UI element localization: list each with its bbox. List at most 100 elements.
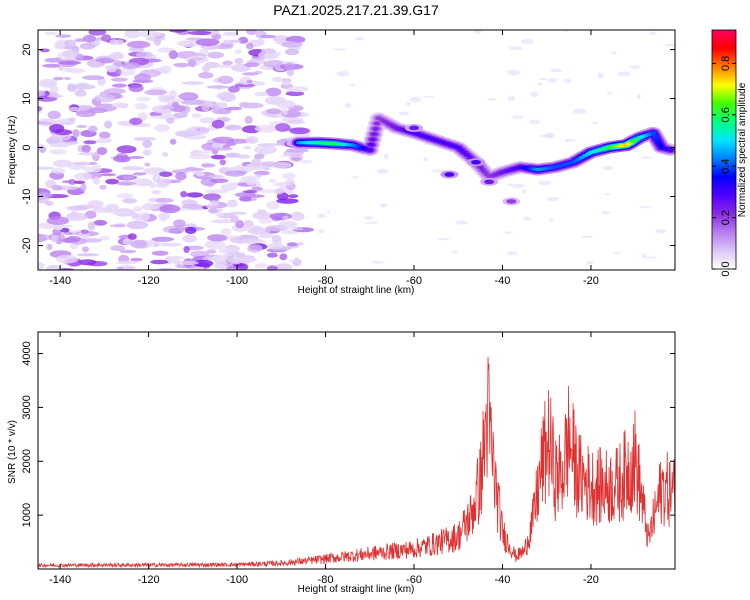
- noise-blob: [100, 173, 116, 177]
- noise-blob: [189, 57, 205, 61]
- noise-blob: [106, 64, 118, 73]
- noise-blob: [45, 200, 54, 206]
- noise-blob: [113, 155, 131, 163]
- x-tick-label: -100: [226, 574, 248, 586]
- noise-blob: [87, 200, 104, 209]
- ridge-mark: [372, 127, 379, 131]
- noise-blob: [66, 235, 81, 243]
- noise-blob: [171, 169, 189, 174]
- noise-blob: [409, 96, 422, 103]
- noise-blob: [107, 210, 131, 215]
- noise-blob: [641, 156, 653, 159]
- y-tick-label: -10: [21, 189, 33, 205]
- noise-blob: [133, 206, 143, 212]
- noise-blob: [254, 92, 269, 97]
- y-tick-label: 0: [21, 144, 33, 150]
- ridge-mark: [368, 142, 375, 147]
- noise-blob: [436, 237, 450, 241]
- noise-blob: [192, 259, 214, 268]
- noise-blob: [586, 261, 594, 265]
- noise-blob: [234, 58, 244, 65]
- noise-blob: [234, 83, 256, 87]
- noise-blob: [266, 200, 280, 210]
- noise-blob: [222, 60, 233, 66]
- chart-title: PAZ1.2025.217.21.39.G17: [273, 2, 439, 18]
- noise-blob: [49, 123, 65, 133]
- noise-blob: [217, 75, 234, 85]
- noise-blob: [245, 30, 257, 36]
- noise-blob: [189, 154, 211, 160]
- noise-blob: [207, 51, 225, 59]
- noise-blob: [57, 60, 82, 65]
- noise-blob: [38, 166, 56, 170]
- noise-blob: [130, 257, 143, 262]
- noise-blob: [144, 89, 168, 96]
- noise-blob: [44, 58, 63, 63]
- colorbar: [712, 30, 736, 269]
- noise-blob: [245, 176, 257, 186]
- noise-blob: [126, 220, 149, 230]
- noise-blob: [547, 78, 558, 83]
- noise-blob: [116, 266, 125, 270]
- noise-blob: [78, 259, 97, 266]
- noise-blob: [51, 184, 63, 191]
- noise-blob: [181, 81, 204, 85]
- noise-blob: [549, 68, 563, 73]
- noise-blob: [431, 169, 446, 173]
- noise-blob: [195, 38, 220, 46]
- noise-blob: [166, 116, 175, 124]
- ridge-mark: [506, 199, 517, 204]
- noise-blob: [161, 105, 175, 110]
- noise-blob: [224, 170, 246, 177]
- noise-blob: [636, 93, 641, 99]
- noise-blob: [224, 124, 242, 131]
- noise-blob: [44, 31, 58, 35]
- noise-blob: [225, 106, 243, 111]
- noise-blob: [285, 178, 295, 185]
- noise-blob: [540, 134, 554, 138]
- colorbar-tick-label: 0.8: [720, 56, 732, 71]
- noise-blob: [75, 82, 90, 90]
- noise-blob: [269, 178, 277, 183]
- noise-blob: [122, 198, 138, 204]
- spectrogram-plot-area: [38, 30, 675, 270]
- noise-blob: [38, 192, 53, 198]
- noise-blob: [80, 183, 87, 192]
- noise-blob: [521, 38, 534, 45]
- noise-blob: [355, 36, 365, 41]
- noise-blob: [207, 208, 219, 214]
- noise-blob: [96, 147, 108, 156]
- ridge-mark: [371, 132, 378, 136]
- noise-blob: [95, 57, 115, 64]
- noise-blob: [66, 205, 88, 211]
- y-tick-label: 20: [21, 43, 33, 55]
- noise-blob: [365, 221, 379, 224]
- noise-blob: [260, 34, 276, 39]
- noise-blob: [82, 75, 105, 81]
- noise-blob: [530, 91, 539, 98]
- noise-blob: [129, 47, 145, 53]
- noise-blob: [451, 250, 458, 254]
- noise-blob: [168, 50, 178, 60]
- noise-blob: [66, 83, 77, 92]
- noise-blob: [276, 100, 296, 109]
- noise-blob: [65, 212, 88, 221]
- noise-blob: [210, 219, 235, 224]
- noise-blob: [229, 39, 242, 43]
- noise-blob: [136, 96, 151, 102]
- noise-blob: [158, 242, 183, 247]
- noise-blob: [272, 76, 284, 83]
- colorbar-tick-label: 0.2: [720, 210, 732, 225]
- noise-blob: [244, 62, 260, 67]
- noise-blob: [128, 84, 144, 93]
- noise-blob: [644, 256, 658, 259]
- noise-blob: [195, 172, 206, 177]
- noise-blob: [296, 242, 304, 246]
- noise-blob: [121, 62, 141, 69]
- noise-blob: [528, 119, 541, 125]
- noise-blob: [168, 228, 181, 234]
- noise-blob: [257, 209, 267, 215]
- colorbar-tick-label: 0.4: [720, 159, 732, 174]
- noise-blob: [258, 233, 274, 239]
- noise-blob: [86, 107, 108, 114]
